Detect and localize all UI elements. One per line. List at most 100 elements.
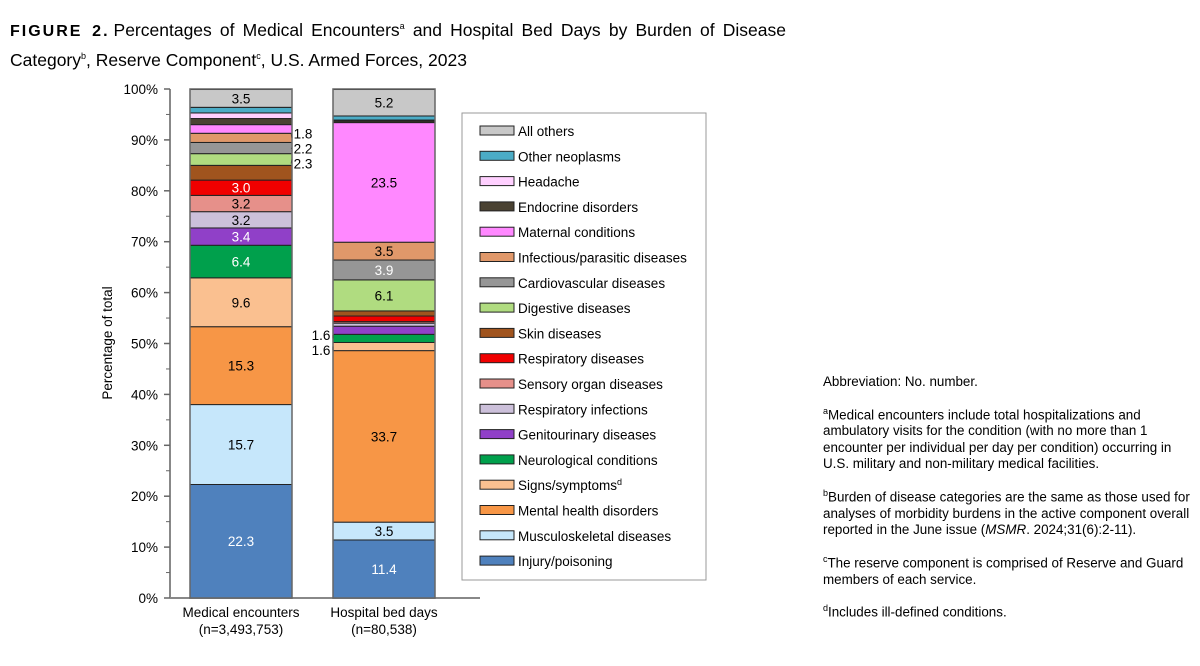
y-tick-label: 30% bbox=[131, 438, 158, 453]
bar-segment bbox=[189, 118, 293, 126]
bar-segment bbox=[189, 164, 293, 181]
data-label: 2.3 bbox=[294, 156, 313, 171]
footnote-mark: c bbox=[823, 553, 828, 564]
legend-swatch bbox=[479, 555, 515, 566]
bar-segment bbox=[189, 132, 293, 143]
data-label: 3.2 bbox=[232, 213, 251, 228]
bar-segment bbox=[189, 277, 293, 328]
footnote-text: . 2024;31(6):2-11). bbox=[1026, 522, 1137, 538]
bar-segment bbox=[189, 326, 293, 406]
legend-label: Respiratory infections bbox=[518, 402, 648, 417]
legend-swatch bbox=[479, 252, 515, 262]
figure-title: FIGURE 2. Percentages of Medical Encounte… bbox=[10, 14, 786, 72]
legend-swatch bbox=[479, 150, 515, 161]
footnote-mark: b bbox=[823, 487, 829, 498]
bar-outline bbox=[189, 88, 293, 599]
figure-number: FIGURE 2. bbox=[10, 22, 110, 40]
legend-swatch bbox=[479, 429, 515, 440]
legend-label: Digestive diseases bbox=[518, 301, 631, 316]
bar-segment bbox=[189, 141, 293, 155]
bar-segment bbox=[189, 124, 293, 134]
legend-swatch bbox=[479, 454, 515, 465]
footnote-text: Includes ill-defined conditions. bbox=[828, 604, 1007, 620]
legend-swatch bbox=[479, 403, 515, 414]
legend-swatch bbox=[479, 353, 515, 364]
x-tick-label: Hospital bed days bbox=[330, 605, 438, 620]
bar-segment bbox=[189, 483, 293, 599]
footnote-mark: b bbox=[81, 50, 87, 61]
data-label: 5.2 bbox=[375, 96, 394, 111]
footnote-d: dIncludes ill-defined conditions. bbox=[823, 600, 1193, 621]
legend-swatch bbox=[479, 125, 515, 136]
data-label: 6.4 bbox=[232, 255, 251, 270]
footnote-c: cThe reserve component is comprised of R… bbox=[823, 551, 1193, 588]
bar-segment bbox=[189, 244, 293, 279]
footnote-mark: d bbox=[823, 603, 829, 614]
y-tick-label: 10% bbox=[131, 540, 158, 555]
data-label: 3.0 bbox=[232, 181, 251, 196]
title-text: , Reserve Component bbox=[86, 49, 257, 70]
data-label: 3.5 bbox=[375, 524, 394, 539]
data-label: 15.3 bbox=[228, 359, 254, 374]
bar-segment bbox=[189, 106, 293, 114]
legend-label: Headache bbox=[518, 175, 580, 190]
legend-label: Cardiovascular diseases bbox=[518, 276, 665, 291]
footnote-mark: a bbox=[399, 21, 405, 31]
bar-segment bbox=[332, 115, 436, 121]
footnote-text: Burden of disease categories are the sam… bbox=[823, 489, 1190, 538]
data-label: 22.3 bbox=[228, 534, 254, 549]
bar-segment bbox=[332, 333, 436, 343]
legend-label: Maternal conditions bbox=[518, 225, 635, 240]
bar-segment bbox=[332, 341, 436, 352]
data-label: 1.6 bbox=[312, 328, 331, 343]
data-label: 3.2 bbox=[232, 197, 251, 212]
data-label: 3.5 bbox=[232, 91, 251, 106]
data-label: 9.6 bbox=[232, 295, 251, 310]
footnote-text: The reserve component is comprised of Re… bbox=[823, 555, 1184, 587]
legend-swatch bbox=[479, 378, 515, 389]
data-label: 3.9 bbox=[375, 263, 394, 278]
footnote-a: aMedical encounters include total hospit… bbox=[823, 403, 1193, 473]
legend-label: Neurological conditions bbox=[518, 453, 658, 468]
title-text: , U.S. Armed Forces, 2023 bbox=[260, 49, 467, 70]
legend-swatch bbox=[479, 201, 515, 212]
legend-swatch bbox=[479, 505, 515, 515]
footnote-text: Medical encounters include total hospita… bbox=[823, 406, 1172, 472]
legend-swatch bbox=[479, 302, 515, 313]
y-tick-label: 70% bbox=[131, 235, 158, 250]
data-label: 23.5 bbox=[371, 175, 397, 190]
footnote-b: bBurden of disease categories are the sa… bbox=[823, 485, 1193, 539]
y-tick-label: 40% bbox=[131, 387, 158, 402]
legend-swatch bbox=[479, 530, 515, 541]
legend-swatch bbox=[479, 277, 515, 288]
footnote-mark: d bbox=[617, 477, 622, 487]
data-label: 11.4 bbox=[371, 562, 397, 577]
footnotes: Abbreviation: No. number. aMedical encou… bbox=[823, 374, 1193, 633]
data-label: 33.7 bbox=[371, 429, 397, 444]
x-tick-label: (n=80,538) bbox=[351, 622, 417, 637]
y-tick-label: 0% bbox=[138, 591, 158, 606]
legend-label: Injury/poisoning bbox=[518, 554, 613, 569]
legend-label: Mental health disorders bbox=[518, 504, 659, 519]
title-text: Percentages of Medical Encounters bbox=[113, 19, 400, 40]
legend-label: Endocrine disorders bbox=[518, 200, 638, 215]
legend-label: Respiratory diseases bbox=[518, 352, 644, 367]
x-tick-label: Medical encounters bbox=[182, 605, 299, 620]
bar-segment bbox=[332, 279, 436, 312]
bar-segment bbox=[332, 315, 436, 323]
data-label: 3.5 bbox=[375, 244, 394, 259]
label-leader-line bbox=[290, 133, 293, 138]
title-text: and Hospital Bed Days by Burden of Disea… bbox=[10, 19, 787, 70]
data-label: 3.4 bbox=[232, 230, 251, 245]
abbreviation-note: Abbreviation: No. number. bbox=[823, 374, 978, 389]
legend-label: Signs/symptomsd bbox=[518, 477, 622, 493]
legend-label: Musculoskeletal diseases bbox=[518, 529, 671, 544]
legend-swatch bbox=[479, 226, 515, 237]
footnote-mark: c bbox=[256, 50, 261, 61]
legend-label: Sensory organ diseases bbox=[518, 377, 663, 392]
x-tick-label: (n=3,493,753) bbox=[199, 622, 283, 637]
y-axis-label: Percentage of total bbox=[100, 286, 115, 399]
bar-segment bbox=[332, 89, 436, 117]
y-tick-label: 20% bbox=[131, 489, 158, 504]
